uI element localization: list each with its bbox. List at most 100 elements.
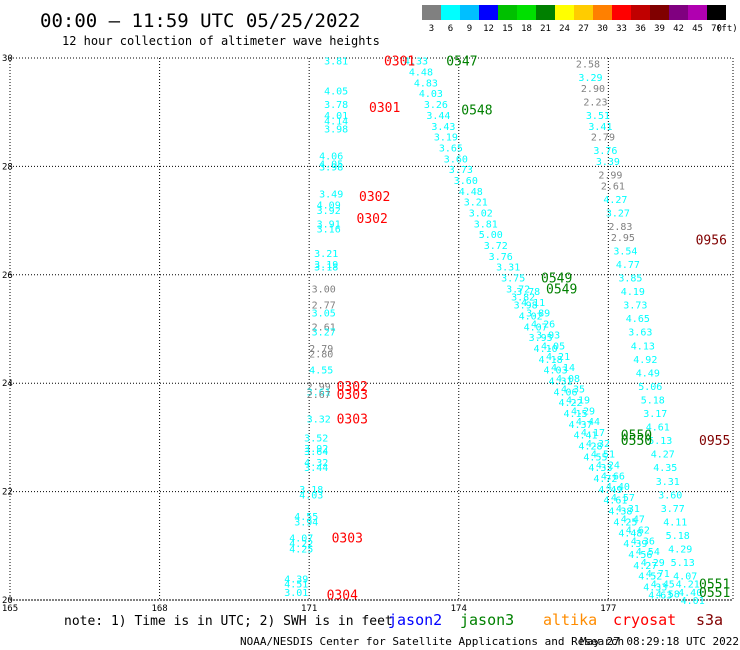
wave-height-label: 4.08 bbox=[556, 374, 580, 385]
wave-height-label: 4.22 bbox=[289, 539, 313, 550]
lon-tick-label: 177 bbox=[600, 604, 616, 614]
jason3-track-offset: 3.784.113.894.263.934.054.214.144.084.35… bbox=[516, 287, 680, 600]
legend-label: 15 bbox=[502, 24, 513, 34]
wave-height-label: 4.33 bbox=[404, 57, 428, 68]
pass-time-label: 0301 bbox=[369, 101, 400, 116]
wave-height-label: 4.55 bbox=[294, 512, 318, 523]
satellite-name-s3a: s3a bbox=[696, 611, 723, 629]
wave-height-label: 3.39 bbox=[596, 157, 620, 168]
wave-height-label: 4.03 bbox=[419, 89, 443, 100]
legend-swatch bbox=[460, 5, 479, 20]
wave-height-label: 3.27 bbox=[312, 328, 336, 339]
legend-swatch bbox=[650, 5, 669, 20]
wave-height-label: 4.19 bbox=[566, 395, 590, 406]
wave-height-label: 2.99 bbox=[598, 171, 622, 182]
pass-time-label: 0304 bbox=[327, 589, 358, 604]
wave-height-label: 4.14 bbox=[551, 363, 575, 374]
wave-height-label: 2.79 bbox=[309, 344, 333, 355]
pass-time-label: 0303 bbox=[332, 532, 363, 547]
s3a-track: 2.58 3.292.90 2.23 3.513.412.79 3.763.39 2.99… bbox=[576, 59, 705, 607]
pass-time-label: 0551 bbox=[699, 586, 730, 601]
legend-swatch bbox=[498, 5, 517, 20]
wave-height-label: 4.72 bbox=[593, 474, 617, 485]
wave-height-label: 3.19 bbox=[314, 260, 338, 271]
satellite-name-jason3: jason3 bbox=[460, 611, 514, 629]
wave-height-label: 4.28 bbox=[578, 442, 602, 453]
wave-height-label: 4.15 bbox=[563, 409, 587, 420]
wave-height-label: 3.01 bbox=[284, 588, 308, 599]
wave-height-label: 4.29 bbox=[641, 558, 665, 569]
wave-height-label: 2.61 bbox=[601, 181, 625, 192]
wave-height-label: 4.61 bbox=[646, 423, 670, 434]
pass-time-label: 0551 bbox=[699, 578, 730, 593]
pass-time-labels: 0301030103020302030203030303030303040547… bbox=[327, 55, 731, 604]
wave-height-label: 3.98 bbox=[324, 124, 348, 135]
legend-label: 6 bbox=[448, 24, 453, 34]
wave-height-label: 3.81 bbox=[324, 57, 348, 68]
wave-height-label: 4.10 bbox=[534, 344, 558, 355]
wave-height-label: 4.33 bbox=[588, 463, 612, 474]
wave-height-label: 4.33 bbox=[643, 582, 667, 593]
wave-height-label: 4.35 bbox=[653, 463, 677, 474]
pass-time-label: 0547 bbox=[446, 55, 477, 70]
legend-swatch bbox=[612, 5, 631, 20]
wave-height-label: 2.67 bbox=[307, 390, 331, 401]
legend-label: 33 bbox=[616, 24, 627, 34]
legend-swatch bbox=[517, 5, 536, 20]
legend-swatch bbox=[574, 5, 593, 20]
wave-height-label: 4.25 bbox=[289, 545, 313, 556]
legend-label: 27 bbox=[578, 24, 589, 34]
lat-tick-label: 30 bbox=[2, 54, 13, 64]
wave-height-label: 4.49 bbox=[598, 485, 622, 496]
pass-time-label: 0548 bbox=[461, 103, 492, 118]
legend-label: 21 bbox=[540, 24, 551, 34]
wave-height-label: 4.14 bbox=[324, 116, 348, 127]
wave-height-label: 3.78 bbox=[516, 287, 540, 298]
wave-height-label: 3.49 bbox=[319, 190, 343, 201]
wave-height-label: 4.27 bbox=[651, 450, 675, 461]
wave-height-label: 4.21 bbox=[546, 352, 570, 363]
legend-swatch bbox=[555, 5, 574, 20]
wave-height-label: 4.24 bbox=[596, 461, 620, 472]
wave-height-label: 3.18 bbox=[314, 263, 338, 274]
wave-height-label: 4.40 bbox=[678, 588, 702, 599]
wave-height-label: 4.63 bbox=[648, 591, 672, 602]
cryosat-track: 3.814.053.784.014.143.984.064.053.983.49… bbox=[284, 57, 348, 599]
wave-height-label: 4.56 bbox=[628, 550, 652, 561]
legend-swatch bbox=[479, 5, 498, 20]
wave-height-label: 3.32 bbox=[307, 414, 331, 425]
wave-height-label: 3.21 bbox=[464, 198, 488, 209]
legend-label: 18 bbox=[521, 24, 532, 34]
wave-height-label: 3.60 bbox=[658, 490, 682, 501]
wave-height-label: 4.05 bbox=[319, 160, 343, 171]
legend-label: 39 bbox=[654, 24, 665, 34]
lat-tick-label: 22 bbox=[2, 488, 13, 498]
wave-height-label: 3.65 bbox=[439, 143, 463, 154]
footer-credit: NOAA/NESDIS Center for Satellite Applica… bbox=[240, 635, 624, 648]
wave-height-label: 3.00 bbox=[312, 284, 336, 295]
wave-height-label: 4.29 bbox=[571, 406, 595, 417]
wave-height-label: 3.52 bbox=[304, 433, 328, 444]
satellite-name-cryosat: cryosat bbox=[613, 611, 676, 629]
wave-height-label: 2.79 bbox=[591, 133, 615, 144]
wave-height-label: 4.03 bbox=[544, 366, 568, 377]
wave-height-label: 4.22 bbox=[558, 398, 582, 409]
wave-height-label: 4.55 bbox=[583, 452, 607, 463]
altimeter-tracks: 3.814.053.784.014.143.984.064.053.983.49… bbox=[284, 57, 704, 607]
wave-height-label: 4.49 bbox=[636, 368, 660, 379]
wave-height-label: 4.66 bbox=[601, 471, 625, 482]
lat-tick-label: 28 bbox=[2, 162, 13, 172]
lon-tick-label: 165 bbox=[2, 604, 18, 614]
wave-height-label: 4.19 bbox=[621, 287, 645, 298]
wave-height-label: 3.26 bbox=[424, 100, 448, 111]
wave-height-label: 4.54 bbox=[636, 547, 660, 558]
wave-height-label: 4.36 bbox=[631, 536, 655, 547]
wave-height-label: 3.27 bbox=[606, 208, 630, 219]
wave-height-label: 4.51 bbox=[591, 450, 615, 461]
wave-height-label: 4.29 bbox=[668, 545, 692, 556]
wave-height-label: 4.61 bbox=[603, 496, 627, 507]
wave-height-label: 3.61 bbox=[307, 387, 331, 398]
wave-height-label: 4.47 bbox=[621, 515, 645, 526]
wave-height-label: 4.06 bbox=[319, 152, 343, 163]
